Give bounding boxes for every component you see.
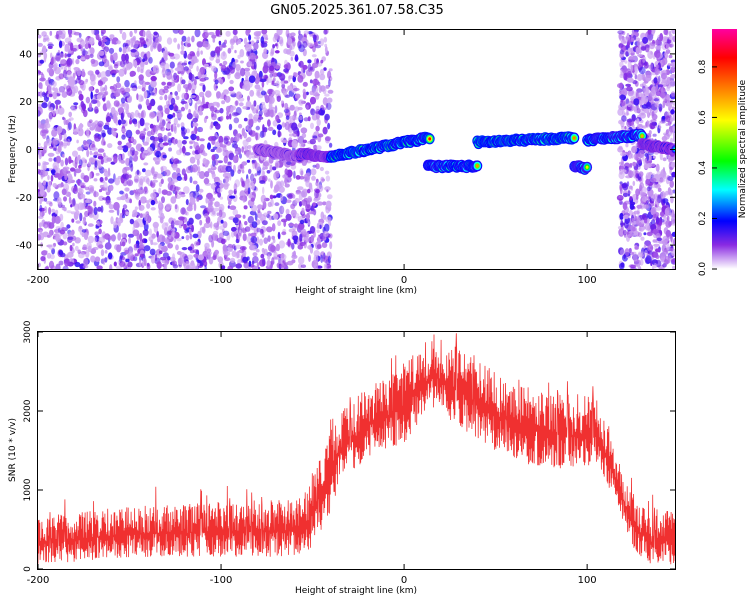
- spectrogram-ylabel: Frequency (Hz): [8, 115, 18, 183]
- x-tick-label: 100: [578, 275, 597, 286]
- x-tick-label: -200: [27, 275, 50, 286]
- snr-frame: [37, 331, 676, 570]
- y-tick-label: 3000: [23, 320, 33, 343]
- y-tick-label: 0: [26, 145, 32, 156]
- snr-series-line: [38, 333, 675, 565]
- y-tick-label: 0: [23, 566, 33, 572]
- spectrogram-plot-area: [38, 30, 675, 269]
- y-tick-label: 1000: [23, 478, 33, 501]
- colorbar-tick-label: 0.4: [698, 161, 708, 176]
- y-tick-label: 2000: [23, 399, 33, 422]
- colorbar: 0.0 0.2 0.4 0.6 0.8 Normalized spectral ampl…: [698, 29, 748, 276]
- snr-plot-area: [38, 333, 675, 565]
- y-tick-label: 20: [19, 97, 32, 108]
- figure-title: GN05.2025.361.07.58.C35: [270, 3, 444, 18]
- x-tick-label: -100: [210, 575, 233, 586]
- y-tick-label: 40: [19, 49, 32, 60]
- y-tick-label: -40: [16, 241, 32, 252]
- snr-xlabel: Height of straight line (km): [295, 586, 417, 596]
- x-tick-label: -100: [210, 275, 233, 286]
- colorbar-label: Normalized spectral amplitude: [738, 79, 748, 218]
- tone-segment: [582, 128, 648, 147]
- colorbar-gradient: [712, 29, 737, 269]
- colorbar-tick-label: 0.6: [698, 110, 708, 125]
- spectrogram-frame: [37, 29, 676, 270]
- x-tick-label: 0: [401, 275, 407, 286]
- tone-segment: [569, 160, 593, 175]
- colorbar-tick-label: 0.2: [698, 211, 708, 225]
- noise-region: [297, 30, 334, 269]
- spectrogram-xlabel: Height of straight line (km): [295, 286, 417, 296]
- snr-ylabel: SNR (10 * v/v): [8, 418, 18, 482]
- colorbar-tick-label: 0.0: [698, 262, 708, 277]
- tone-segment: [252, 143, 305, 164]
- colorbar-ticks: 0.0 0.2 0.4 0.6 0.8: [698, 59, 717, 276]
- x-tick-label: 100: [578, 575, 597, 586]
- colorbar-tick-label: 0.8: [698, 59, 708, 74]
- tone-segment: [422, 159, 483, 174]
- tone-segment: [637, 138, 675, 156]
- tone-segment: [472, 131, 580, 150]
- y-tick-label: -20: [16, 193, 32, 204]
- x-tick-label: 0: [401, 575, 407, 586]
- x-tick-label: -200: [27, 575, 50, 586]
- tone-segment: [325, 131, 435, 163]
